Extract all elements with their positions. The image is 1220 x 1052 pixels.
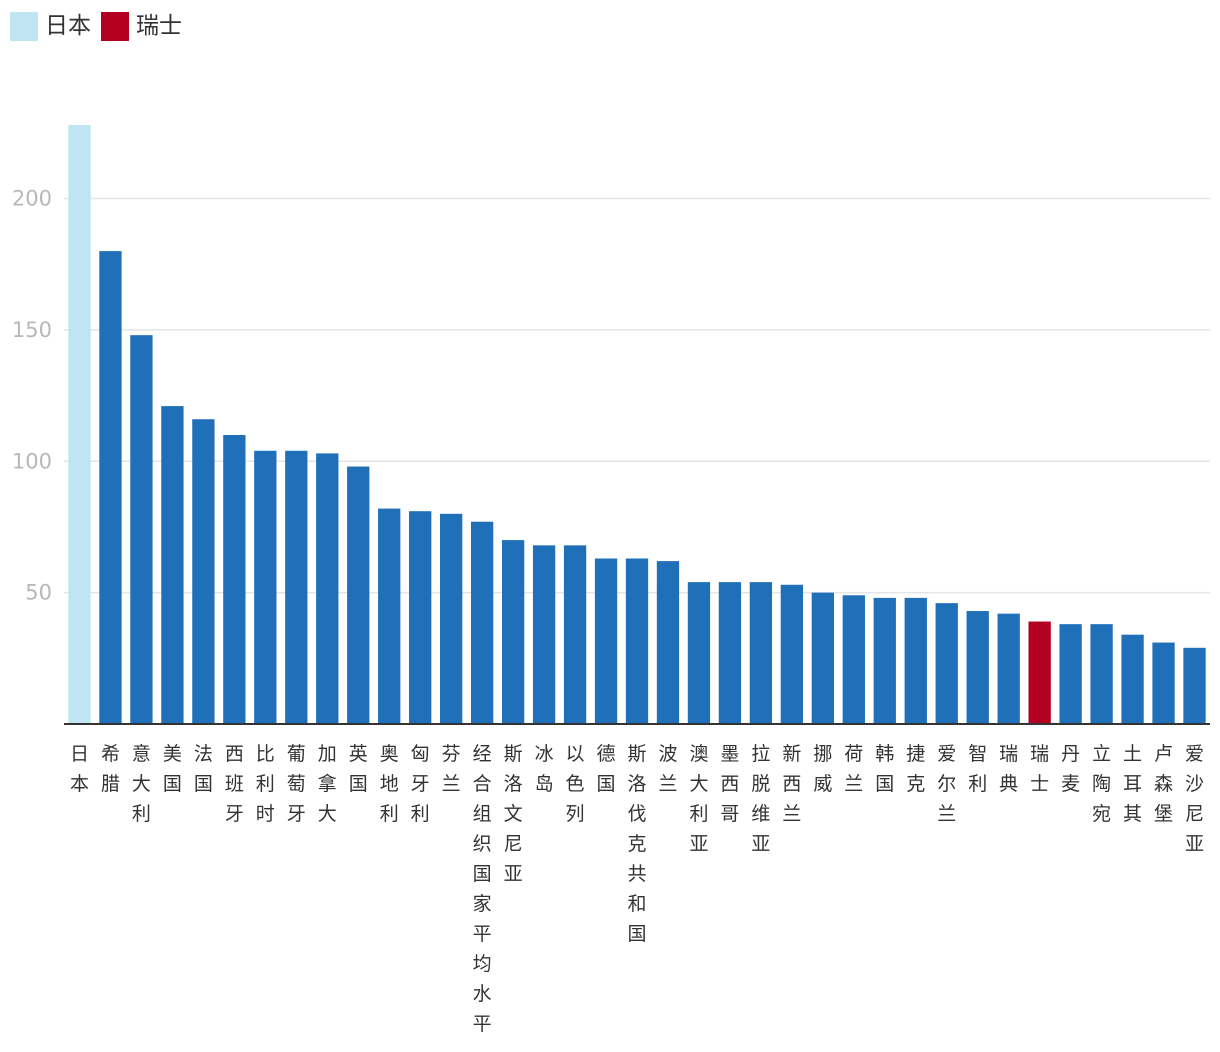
x-tick-label-20: 澳大利亚 (689, 743, 708, 855)
bar-26[interactable] (873, 597, 896, 724)
legend: 日本 瑞士 (10, 12, 192, 41)
y-tick-label-150: 150 (12, 318, 52, 342)
legend-swatch-switzerland (101, 12, 129, 41)
x-tick-label-33: 立陶宛 (1092, 743, 1111, 825)
x-tick-label-17: 德国 (597, 743, 616, 795)
x-tick-label-18: 斯洛伐克共和国 (627, 743, 646, 945)
x-tick-label-35: 卢森堡 (1154, 743, 1173, 825)
bar-10[interactable] (378, 508, 401, 724)
x-tick-label-12: 芬兰 (442, 743, 461, 795)
x-tick-label-7: 葡萄牙 (287, 743, 306, 825)
bar-19[interactable] (656, 561, 680, 724)
bar-14[interactable] (501, 540, 525, 724)
bar-30[interactable] (997, 613, 1020, 724)
x-tick-label-27: 捷克 (906, 743, 925, 795)
x-tick-label-1: 希腊 (101, 743, 120, 795)
bar-24[interactable] (811, 592, 834, 724)
x-tick-label-34: 土耳其 (1123, 743, 1142, 825)
legend-item-switzerland[interactable]: 瑞士 (101, 12, 182, 41)
bar-20[interactable] (687, 582, 711, 724)
bar-23[interactable] (780, 584, 804, 724)
x-tick-label-4: 法国 (194, 743, 213, 795)
x-tick-label-10: 奥地利 (380, 743, 399, 825)
bar-29[interactable] (966, 611, 989, 724)
bar-9[interactable] (347, 466, 370, 724)
bar-1[interactable] (99, 251, 122, 725)
bar-16[interactable] (563, 545, 587, 724)
bar-5[interactable] (223, 435, 246, 724)
bar-17[interactable] (594, 558, 618, 724)
legend-swatch-japan (10, 12, 38, 41)
bar-32[interactable] (1059, 624, 1082, 724)
bar-33[interactable] (1090, 624, 1113, 724)
x-tick-label-31: 瑞士 (1030, 743, 1049, 795)
x-tick-label-16: 以色列 (566, 743, 585, 825)
legend-label-japan: 日本 (45, 13, 91, 39)
bar-31[interactable] (1028, 621, 1051, 724)
x-tick-label-3: 美国 (163, 743, 182, 795)
bar-35[interactable] (1152, 642, 1175, 724)
bar-4[interactable] (192, 419, 215, 724)
x-tick-label-29: 智利 (968, 743, 987, 795)
bar-15[interactable] (532, 545, 556, 724)
x-tick-label-19: 波兰 (658, 743, 677, 795)
bar-0[interactable] (68, 125, 91, 724)
x-tick-label-5: 西班牙 (225, 743, 244, 825)
bar-7[interactable] (285, 450, 308, 724)
x-tick-label-23: 新西兰 (782, 743, 801, 825)
x-tick-label-26: 韩国 (875, 743, 894, 795)
x-tick-label-22: 拉脱维亚 (751, 743, 770, 855)
bar-3[interactable] (161, 406, 184, 724)
x-tick-label-24: 挪威 (813, 743, 832, 795)
y-axis-ticks: 50 100 150 200 (12, 187, 52, 605)
bar-13[interactable] (470, 521, 494, 724)
bar-36[interactable] (1183, 647, 1206, 724)
bar-2[interactable] (130, 335, 153, 724)
bar-28[interactable] (935, 603, 958, 724)
bar-6[interactable] (254, 450, 277, 724)
legend-item-japan[interactable]: 日本 (10, 12, 91, 41)
bar-25[interactable] (842, 595, 865, 724)
x-tick-label-32: 丹麦 (1061, 743, 1080, 795)
y-tick-label-50: 50 (25, 581, 52, 605)
x-tick-label-14: 斯洛文尼亚 (504, 743, 523, 885)
x-tick-label-6: 比利时 (256, 743, 275, 825)
y-tick-label-200: 200 (12, 187, 52, 211)
y-tick-label-100: 100 (12, 449, 52, 473)
bar-21[interactable] (718, 582, 742, 724)
x-tick-label-9: 英国 (349, 743, 368, 795)
x-tick-label-13: 经合组织国家平均水平 (473, 743, 492, 1035)
bar-27[interactable] (904, 597, 927, 724)
bar-11[interactable] (409, 511, 432, 724)
legend-label-switzerland: 瑞士 (136, 13, 182, 39)
bar-12[interactable] (440, 513, 463, 724)
bar-22[interactable] (749, 582, 773, 724)
x-tick-label-30: 瑞典 (999, 743, 1018, 795)
bars (68, 125, 1206, 725)
x-tick-label-15: 冰岛 (535, 743, 554, 795)
x-tick-label-2: 意大利 (132, 743, 151, 825)
bar-34[interactable] (1121, 634, 1144, 724)
x-axis-labels: 日本希腊意大利美国法国西班牙比利时葡萄牙加拿大英国奥地利匈牙利芬兰经合组织国家平… (70, 743, 1204, 1035)
x-tick-label-8: 加拿大 (318, 743, 337, 825)
x-tick-label-28: 爱尔兰 (937, 743, 956, 825)
x-tick-label-21: 墨西哥 (720, 743, 739, 825)
x-tick-label-0: 日本 (70, 743, 89, 795)
bar-8[interactable] (316, 453, 339, 724)
bar-18[interactable] (625, 558, 649, 724)
x-tick-label-11: 匈牙利 (411, 743, 430, 825)
x-tick-label-25: 荷兰 (844, 743, 863, 795)
x-tick-label-36: 爱沙尼亚 (1185, 743, 1204, 855)
